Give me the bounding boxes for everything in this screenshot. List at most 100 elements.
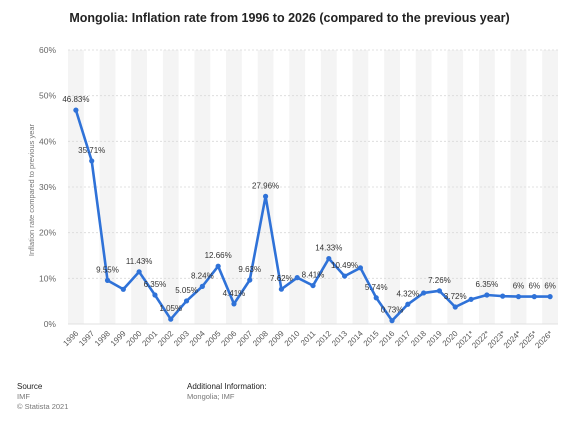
data-label: 46.83%: [62, 95, 89, 104]
data-point: [405, 301, 411, 307]
x-tick-label: 2011: [299, 329, 318, 348]
y-tick-label: 30%: [39, 182, 56, 192]
data-label: 6%: [529, 282, 541, 291]
data-point: [199, 283, 205, 289]
data-point: [326, 255, 332, 262]
additional-info-block: Additional Information: Mongolia; IMF: [187, 382, 267, 402]
data-point: [547, 294, 553, 300]
data-point: [373, 295, 379, 301]
data-point: [294, 275, 300, 281]
x-tick-label: 1999: [109, 329, 128, 348]
data-label: 6%: [544, 282, 556, 291]
series-line: [73, 107, 553, 324]
x-tick-label: 2015: [362, 329, 381, 348]
x-tick-label: 2008: [251, 329, 270, 348]
column-band: [194, 50, 211, 324]
data-point: [262, 193, 269, 199]
x-tick-label: 2010: [283, 329, 302, 348]
data-label: 9.63%: [238, 265, 261, 274]
data-point: [247, 277, 253, 283]
data-point: [531, 294, 537, 300]
x-tick-label: 2005: [204, 329, 223, 348]
x-tick-label: 1997: [77, 329, 96, 348]
data-label: 14.33%: [315, 244, 342, 253]
data-point: [484, 292, 490, 298]
data-point: [215, 263, 221, 269]
data-point: [136, 269, 142, 275]
source-heading: Source: [17, 382, 43, 391]
x-tick-label: 2012: [314, 329, 333, 348]
column-band: [131, 50, 148, 324]
data-point: [436, 288, 443, 294]
data-point: [231, 301, 237, 307]
x-tick-label: 2004: [188, 329, 207, 348]
data-point: [357, 265, 364, 271]
column-band: [162, 50, 179, 324]
data-label: 9.55%: [96, 265, 119, 274]
y-tick-label: 10%: [39, 273, 56, 283]
x-tick-label: 2017: [393, 329, 412, 348]
data-point: [310, 282, 316, 289]
x-tick-label: 2026*: [533, 329, 554, 350]
column-band: [510, 50, 527, 324]
inflation-line-chart: 0%10%20%30%40%50%60% 1996199719981999200…: [27, 45, 558, 351]
x-tick-label: 2016: [377, 329, 396, 348]
x-tick-label: 2007: [235, 329, 254, 348]
data-labels: 46.83% 35.71% 9.55% 11.43% 6.35% 1.05% 5.05% 8.…: [62, 95, 556, 315]
x-tick-label: 1996: [61, 329, 80, 348]
column-band: [447, 50, 464, 324]
data-point: [104, 277, 111, 283]
data-label: 8.24%: [191, 271, 214, 280]
y-tick-label: 0%: [44, 319, 57, 329]
data-label: 5.74%: [365, 283, 388, 292]
data-point: [515, 294, 522, 300]
x-tick-label: 2018: [409, 329, 428, 348]
x-tick-label: 2003: [172, 329, 191, 348]
data-label: 4.32%: [396, 289, 419, 298]
data-point: [452, 304, 458, 310]
x-tick-label: 2000: [125, 329, 144, 348]
y-tick-label: 20%: [39, 228, 56, 238]
x-tick-label: 2014: [346, 329, 365, 348]
data-point: [421, 290, 427, 296]
column-band: [415, 50, 432, 324]
x-axis-ticks: 1996199719981999200020012002200320042005…: [61, 329, 554, 351]
data-label: 7.62%: [270, 274, 293, 283]
data-point: [278, 286, 284, 292]
x-tick-label: 2009: [267, 329, 286, 348]
column-band: [542, 50, 558, 324]
data-point: [168, 316, 174, 322]
data-point: [73, 107, 79, 113]
y-axis-ticks: 0% 10% 20% 30% 40% 50% 60%: [39, 45, 56, 329]
data-label: 5.05%: [175, 286, 198, 295]
data-point: [389, 318, 395, 324]
data-label: 1.05%: [159, 304, 182, 313]
data-point: [342, 273, 348, 279]
data-label: 7.26%: [428, 276, 451, 285]
data-label: 11.43%: [126, 257, 153, 266]
y-tick-label: 60%: [39, 45, 56, 55]
x-tick-label: 2013: [330, 329, 349, 348]
data-label: 6%: [513, 282, 525, 291]
x-tick-label: 2002: [156, 329, 175, 348]
copyright: © Statista 2021: [17, 402, 69, 411]
data-label: 35.71%: [78, 146, 105, 155]
x-tick-label: 2001: [140, 329, 159, 348]
column-band: [478, 50, 495, 324]
x-tick-label: 1998: [93, 329, 112, 348]
data-label: 0.73%: [381, 306, 404, 315]
chart-title: Mongolia: Inflation rate from 1996 to 20…: [69, 11, 510, 25]
y-tick-label: 40%: [39, 136, 56, 146]
data-label: 27.96%: [252, 181, 279, 190]
data-point: [183, 298, 190, 304]
data-label: 6.35%: [144, 280, 167, 289]
data-label: 6.35%: [476, 280, 499, 289]
data-point: [89, 158, 95, 164]
gridlines: [68, 49, 558, 325]
data-point: [468, 296, 474, 302]
data-label: 8.41%: [302, 271, 325, 280]
data-point: [152, 292, 158, 298]
source-name: IMF: [17, 392, 30, 401]
data-point: [500, 293, 506, 299]
data-point: [120, 286, 126, 292]
